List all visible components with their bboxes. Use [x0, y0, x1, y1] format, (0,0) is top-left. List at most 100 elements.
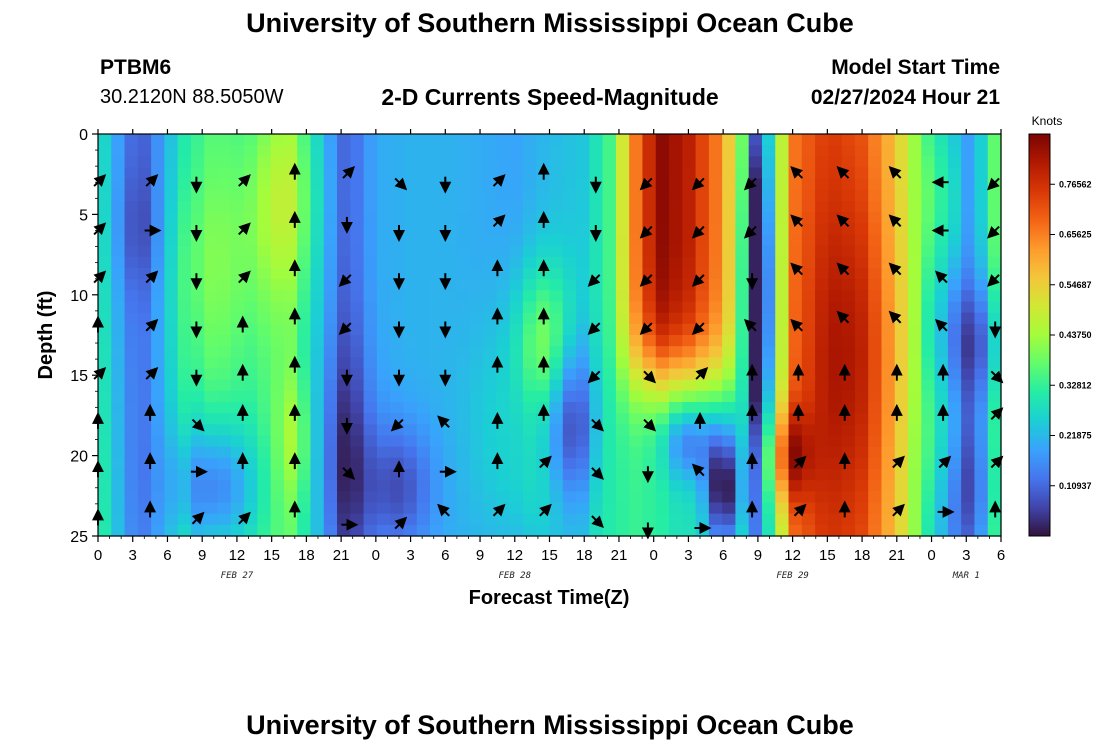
heatmap-cell [283, 290, 298, 303]
heatmap-cell [98, 156, 112, 169]
heatmap-cell [257, 290, 272, 303]
heatmap-cell [841, 390, 856, 403]
heatmap-cell [177, 156, 192, 169]
heatmap-cell [350, 435, 365, 448]
heatmap-cell [483, 402, 497, 414]
heatmap-cell [244, 524, 258, 537]
heatmap-cell [761, 212, 776, 224]
heatmap-cell [283, 301, 298, 314]
heatmap-cell [98, 446, 112, 459]
heatmap-cell [483, 379, 497, 392]
heatmap-cell [815, 212, 829, 224]
heatmap-cell [297, 178, 312, 191]
heatmap-cell [629, 290, 644, 303]
heatmap-cell [496, 446, 511, 459]
current-vector [191, 418, 205, 432]
heatmap-cell [775, 379, 790, 392]
heatmap-cell [137, 256, 152, 269]
heatmap-cell [257, 502, 272, 515]
heatmap-cell [323, 256, 338, 269]
heatmap-cell [655, 480, 670, 492]
heatmap-cell [496, 480, 511, 492]
heatmap-cell [987, 167, 1002, 180]
heatmap-cell [151, 279, 165, 291]
heatmap-cell [337, 457, 351, 470]
heatmap-cell [735, 446, 750, 459]
heatmap-cell [164, 357, 179, 370]
heatmap-cell [881, 223, 896, 236]
heatmap-cell [735, 435, 750, 448]
heatmap-cell [589, 491, 604, 504]
heatmap-cell [244, 145, 258, 157]
heatmap-cell [297, 268, 312, 280]
heatmap-cell [947, 491, 962, 504]
heatmap-cell [775, 346, 790, 358]
current-vector [639, 274, 653, 287]
current-vector [790, 318, 804, 332]
colorbar-title: Knots [1032, 114, 1063, 128]
heatmap-cell [98, 290, 112, 303]
heatmap-cell [934, 524, 949, 537]
heatmap-cell [549, 134, 564, 146]
heatmap-cell [337, 156, 351, 169]
heatmap-cell [297, 245, 312, 258]
heatmap-cell [536, 145, 551, 157]
x-tick-label: 3 [129, 547, 137, 564]
heatmap-cell [841, 346, 856, 358]
heatmap-cell [337, 390, 351, 403]
heatmap-cell [828, 457, 843, 470]
current-vector [643, 370, 657, 384]
heatmap-cell [974, 335, 989, 347]
heatmap-cell [695, 390, 710, 403]
heatmap-cell [443, 290, 458, 303]
heatmap-cell [841, 435, 856, 448]
heatmap-cell [788, 502, 803, 515]
heatmap-cell [350, 402, 365, 414]
heatmap-cell [655, 290, 670, 303]
heatmap-cell [682, 524, 697, 537]
heatmap-cell [297, 402, 312, 414]
heatmap-cell [310, 413, 325, 425]
heatmap-cell [98, 256, 112, 269]
heatmap-cell [549, 301, 564, 314]
heatmap-cell [708, 312, 723, 325]
heatmap-cell [576, 346, 590, 358]
heatmap-cell [124, 357, 139, 370]
heatmap-cell [363, 491, 378, 504]
heatmap-cell [350, 502, 365, 515]
heatmap-cell [947, 435, 962, 448]
heatmap-cell [854, 256, 869, 269]
heatmap-cell [815, 457, 829, 470]
heatmap-cell [908, 223, 922, 236]
heatmap-cell [868, 312, 883, 325]
heatmap-cell [496, 279, 511, 291]
current-vector [743, 225, 757, 239]
heatmap-cell [496, 457, 511, 470]
heatmap-cell [934, 245, 949, 258]
heatmap-cell [602, 424, 617, 437]
heatmap-cell [655, 357, 670, 370]
heatmap-cell [615, 357, 630, 370]
heatmap-cell [137, 390, 152, 403]
heatmap-cell [190, 368, 205, 381]
heatmap-cell [283, 413, 298, 425]
heatmap-cell [98, 279, 112, 291]
heatmap-cell [257, 491, 272, 504]
y-axis-label: Depth (ft) [35, 291, 57, 380]
heatmap-cell [496, 134, 511, 146]
heatmap-cell [974, 223, 989, 236]
heatmap-cell [522, 513, 537, 526]
heatmap-cell [815, 156, 829, 169]
heatmap-cell [124, 189, 139, 202]
heatmap-cell [775, 256, 790, 269]
heatmap-cell [735, 134, 750, 146]
heatmap-cell [111, 301, 126, 314]
x-tick-label: 15 [541, 547, 558, 564]
heatmap-cell [695, 335, 710, 347]
heatmap-cell [589, 357, 604, 370]
heatmap-cell [695, 524, 710, 537]
heatmap-cell [363, 390, 378, 403]
heatmap-cell [310, 212, 325, 224]
heatmap-cell [549, 402, 564, 414]
heatmap-cell [655, 301, 670, 314]
